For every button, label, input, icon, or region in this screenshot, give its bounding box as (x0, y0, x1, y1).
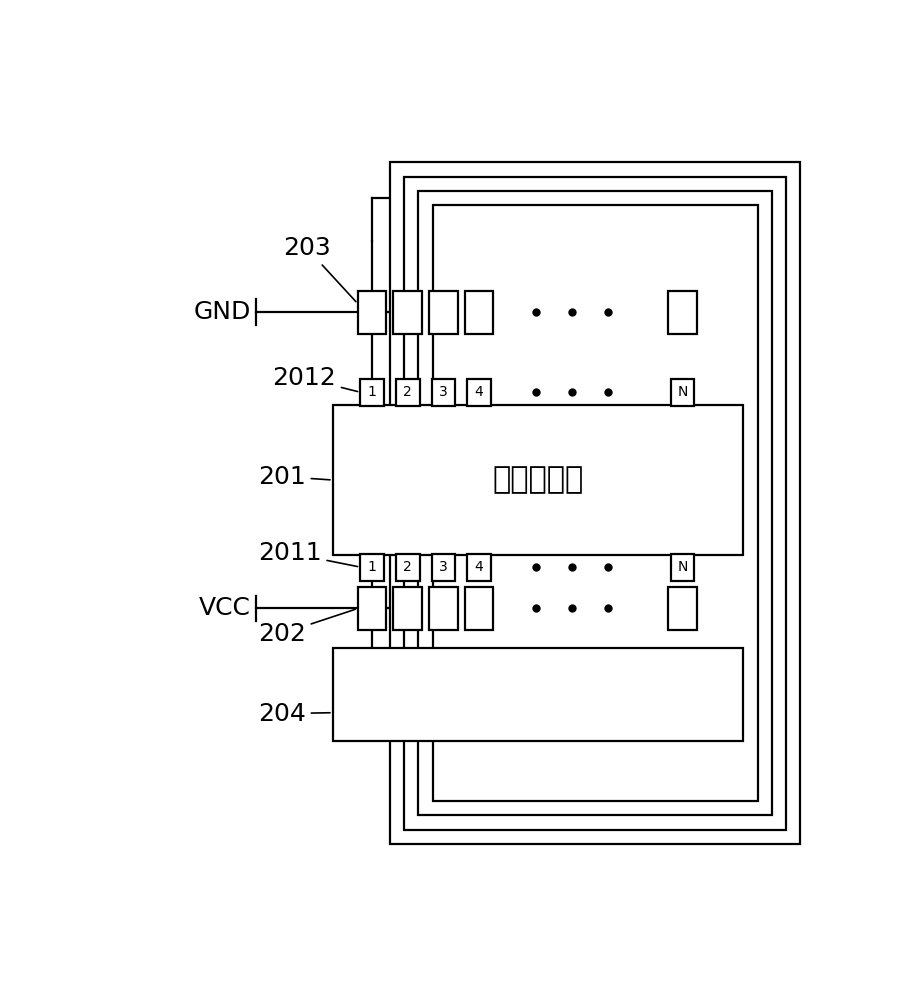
Text: 3: 3 (439, 560, 448, 574)
Text: 4: 4 (474, 385, 484, 399)
Text: 2: 2 (403, 385, 413, 399)
Bar (467, 379, 491, 406)
Bar (432, 554, 455, 581)
Text: 相位控制器: 相位控制器 (493, 466, 584, 495)
Text: 204: 204 (258, 702, 330, 726)
Text: 201: 201 (258, 465, 330, 489)
Bar (465, 587, 494, 630)
Bar (669, 587, 697, 630)
Bar (357, 587, 387, 630)
Bar (404, 177, 787, 830)
Bar (669, 291, 697, 334)
Bar (396, 554, 420, 581)
Bar (393, 291, 422, 334)
Text: N: N (677, 385, 688, 399)
Bar (670, 379, 694, 406)
Bar (396, 379, 420, 406)
Text: 1: 1 (367, 560, 377, 574)
Text: GND: GND (193, 300, 251, 324)
Text: 203: 203 (283, 236, 356, 302)
Bar (332, 648, 743, 741)
Bar (360, 379, 384, 406)
Bar (433, 205, 757, 801)
Text: 2011: 2011 (258, 541, 357, 567)
Text: 4: 4 (474, 560, 484, 574)
Bar (393, 587, 422, 630)
Text: 3: 3 (439, 385, 448, 399)
Bar (670, 554, 694, 581)
Bar (390, 162, 800, 844)
Bar (357, 291, 387, 334)
Text: 1: 1 (367, 385, 377, 399)
Bar (429, 587, 458, 630)
Bar (332, 405, 743, 555)
Bar (418, 191, 772, 815)
Text: VCC: VCC (199, 596, 251, 620)
Bar (360, 554, 384, 581)
Bar (432, 379, 455, 406)
Bar (465, 291, 494, 334)
Text: 2: 2 (403, 560, 413, 574)
Text: N: N (677, 560, 688, 574)
Text: 2012: 2012 (273, 366, 357, 392)
Text: 202: 202 (258, 609, 356, 646)
Bar (467, 554, 491, 581)
Bar (429, 291, 458, 334)
